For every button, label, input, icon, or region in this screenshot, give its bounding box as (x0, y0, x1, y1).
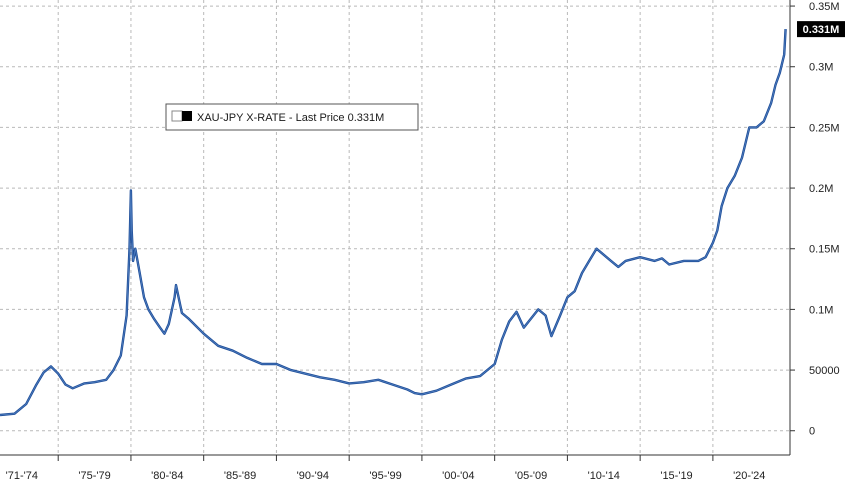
last-price-tag-label: 0.331M (803, 24, 840, 36)
x-tick-label: '00-'04 (442, 470, 474, 482)
legend-swatch-icon (182, 111, 192, 121)
x-tick-label: '20-'24 (733, 470, 765, 482)
legend: XAU-JPY X-RATE - Last Price 0.331M (165, 103, 419, 131)
y-tick-label: 0.25M (809, 122, 840, 134)
grid (0, 0, 790, 455)
y-tick-label: 0.3M (809, 62, 833, 74)
y-tick-label: 0.35M (809, 1, 840, 13)
x-tick-label: '15-'19 (660, 470, 692, 482)
y-tick-label: 0.1M (809, 304, 833, 316)
y-tick-label: 0.2M (809, 183, 833, 195)
last-price-tag-background (797, 21, 845, 38)
series-line-highlight (0, 29, 786, 416)
x-tick-label: '85-'89 (224, 470, 256, 482)
x-tick-label: '71-'74 (6, 470, 38, 482)
y-tick-label: 0 (809, 426, 815, 438)
last-price-tag: 0.331M (797, 21, 845, 38)
legend-box (165, 103, 419, 131)
x-tick-label: '90-'94 (297, 470, 329, 482)
x-tick-label: '80-'84 (151, 470, 183, 482)
x-tick-label: '05-'09 (515, 470, 547, 482)
series-layer (0, 29, 787, 417)
y-tick-label: 50000 (809, 365, 840, 377)
legend-label: XAU-JPY X-RATE - Last Price 0.331M (197, 112, 384, 124)
x-tick-label: '95-'99 (369, 470, 401, 482)
y-tick-label: 0.15M (809, 244, 840, 256)
x-tick-label: '10-'14 (588, 470, 620, 482)
x-tick-label: '75-'79 (78, 470, 110, 482)
legend-checkbox-icon (171, 110, 183, 122)
